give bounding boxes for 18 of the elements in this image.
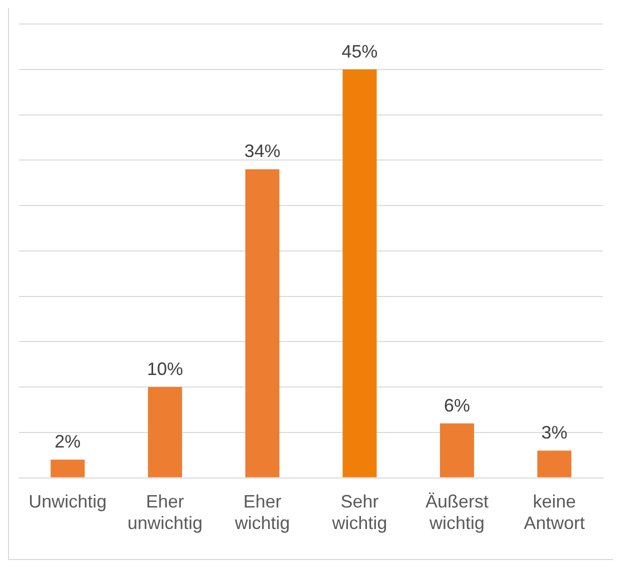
data-label: 45% — [342, 41, 378, 62]
bar — [440, 423, 474, 478]
data-label: 3% — [541, 422, 568, 443]
x-tick-label: Unwichtig — [28, 492, 107, 512]
x-tick-label: Eher unwichtig — [127, 492, 203, 534]
x-tick-label: Sehr wichtig — [331, 492, 388, 534]
bar — [342, 69, 377, 478]
data-label: 34% — [244, 141, 280, 162]
x-tick-label: keine Antwort — [524, 492, 585, 534]
bar — [50, 460, 85, 478]
data-label: 6% — [444, 395, 470, 416]
bar — [537, 450, 572, 478]
x-tick-label: Eher wichtig — [234, 492, 290, 534]
data-label: 2% — [54, 432, 81, 452]
bar — [148, 387, 182, 478]
bar — [245, 169, 280, 478]
x-tick-label: Äußerst wichtig — [425, 492, 489, 534]
data-label: 10% — [146, 359, 184, 380]
